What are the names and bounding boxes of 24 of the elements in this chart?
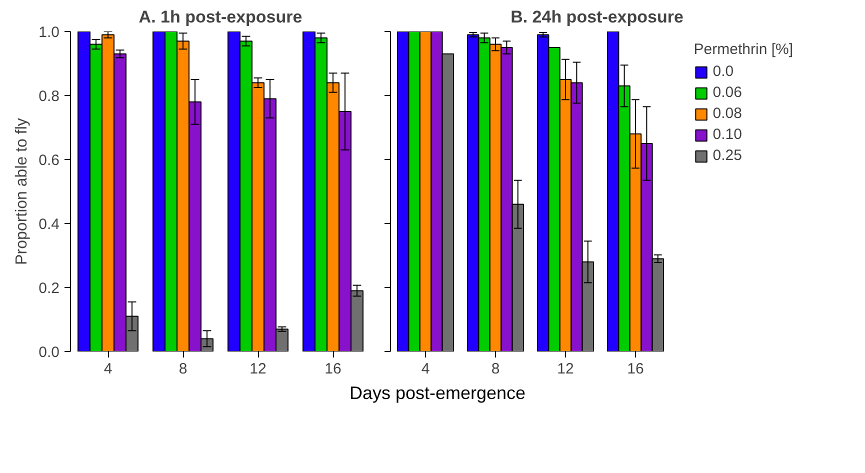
y-tick-label: 0.4 — [38, 216, 60, 233]
x-tick-label: 12 — [250, 360, 266, 378]
legend-label: 0.25 — [712, 147, 742, 164]
legend-label: 0.10 — [712, 126, 742, 143]
y-tick-label: 0.0 — [38, 344, 60, 361]
x-tick-label: 8 — [491, 360, 500, 378]
chart-title: B. 24h post-exposure — [510, 8, 684, 26]
chart-title: A. 1h post-exposure — [138, 8, 302, 26]
x-tick-label: 16 — [627, 360, 644, 378]
x-tick-label: 4 — [104, 360, 112, 378]
legend-label: 0.08 — [712, 105, 742, 122]
x-tick-label: 8 — [178, 360, 188, 378]
y-tick-label: 0.6 — [38, 152, 60, 169]
legend-label: 0.06 — [712, 84, 742, 101]
y-axis-title: Proportion able to fly — [14, 118, 31, 265]
y-tick-label: 1.0 — [38, 24, 60, 41]
x-axis-title: Days post-emergence — [349, 382, 526, 405]
y-tick-label: 0.8 — [38, 88, 60, 105]
x-tick-label: 16 — [324, 360, 342, 378]
y-tick-label: 0.2 — [38, 280, 60, 297]
legend-title: Permethrin [%] — [694, 41, 793, 58]
x-tick-label: 12 — [557, 360, 574, 378]
x-tick-label: 4 — [421, 360, 430, 378]
legend-label: 0.0 — [712, 63, 734, 80]
